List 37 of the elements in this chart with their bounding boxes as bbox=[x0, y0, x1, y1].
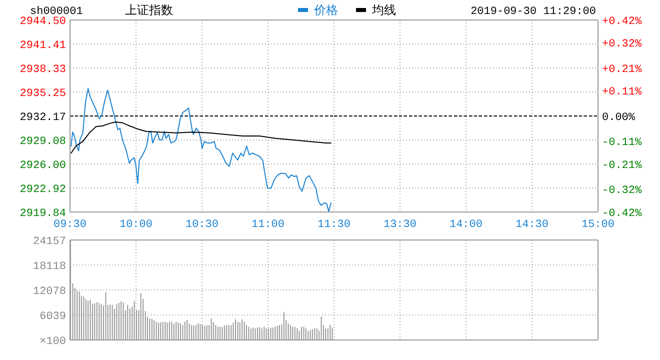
y-tick-label: 2944.50 bbox=[20, 16, 66, 28]
x-tick-label: 10:00 bbox=[119, 219, 153, 231]
y-tick-label: 6039 bbox=[40, 310, 66, 323]
x-tick-label: 13:30 bbox=[383, 219, 417, 231]
y-tick-label: 12078 bbox=[32, 286, 66, 298]
text: 0.00% bbox=[602, 112, 636, 124]
text: +0.21% bbox=[602, 64, 642, 76]
chart-title: 上证指数 bbox=[125, 3, 173, 17]
y-tick-label: 2932.17 bbox=[20, 112, 66, 124]
x-tick-label: 14:00 bbox=[449, 219, 483, 231]
x-tick-label: 14:30 bbox=[515, 219, 549, 231]
text: -0.21% bbox=[602, 160, 642, 172]
y-tick-label: 2941.41 bbox=[20, 40, 66, 52]
x-tick-label: 15:00 bbox=[581, 219, 615, 231]
y-tick-label: 2926.00 bbox=[20, 160, 66, 172]
x-tick-label: 11:00 bbox=[251, 219, 285, 231]
y-tick-label: 24157 bbox=[32, 236, 66, 248]
text: -0.32% bbox=[602, 184, 642, 197]
y-tick-label: 2922.92 bbox=[20, 184, 66, 196]
text: -0.11% bbox=[602, 136, 642, 149]
y-tick-label: 2919.84 bbox=[20, 208, 66, 220]
text: 2019-09-30 11:29:00 bbox=[470, 6, 596, 18]
text: -0.42% bbox=[602, 208, 642, 220]
y-axis-title: ×100 bbox=[40, 336, 66, 348]
text: +0.42% bbox=[602, 16, 642, 28]
x-tick-label: 10:30 bbox=[185, 219, 219, 231]
x-tick-label: 11:30 bbox=[317, 219, 351, 231]
y-tick-label: 2935.25 bbox=[20, 88, 66, 100]
legend-label: 价格 bbox=[313, 3, 338, 17]
y-tick-label: 18118 bbox=[32, 260, 66, 273]
text: +0.32% bbox=[602, 38, 642, 51]
chart-subtitle: sh000001 bbox=[30, 6, 84, 18]
y-tick-label: 2938.33 bbox=[20, 64, 66, 76]
y-tick-label: 2929.08 bbox=[20, 136, 66, 148]
x-tick-label: 09:30 bbox=[53, 219, 87, 231]
text: +0.11% bbox=[602, 86, 642, 99]
legend-label: 均线 bbox=[371, 3, 396, 17]
